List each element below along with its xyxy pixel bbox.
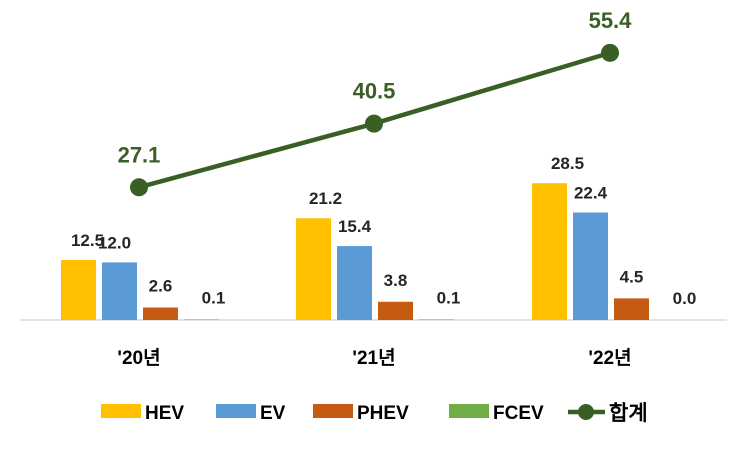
total-point-1 — [365, 115, 383, 133]
category-label-0: '20년 — [117, 347, 160, 369]
bars-group — [61, 183, 649, 320]
legend-label-phev: PHEV — [357, 403, 409, 424]
category-label-1: '21년 — [352, 347, 395, 369]
bar-label-fcev-1: 0.1 — [437, 289, 461, 308]
bar-label-hev-2: 28.5 — [551, 154, 584, 173]
legend-swatch-ev — [216, 404, 256, 418]
legend-label-ev: EV — [260, 403, 286, 424]
bar-label-fcev-2: 0.0 — [673, 289, 697, 308]
bar-ev-2 — [573, 212, 608, 320]
bar-label-hev-1: 21.2 — [309, 189, 342, 208]
total-label-0: 27.1 — [118, 142, 161, 167]
bar-ev-0 — [102, 262, 137, 320]
total-label-1: 40.5 — [353, 79, 396, 104]
legend: HEV EV PHEV FCEV 합계 — [101, 402, 648, 425]
bar-label-ev-2: 22.4 — [574, 183, 608, 202]
bar-label-phev-2: 4.5 — [620, 267, 644, 286]
bar-ev-1 — [337, 246, 372, 320]
legend-swatch-hev — [101, 404, 141, 418]
bar-label-phev-0: 2.6 — [149, 277, 173, 296]
bar-phev-0 — [143, 308, 178, 320]
bar-phev-2 — [614, 298, 649, 320]
bar-label-ev-1: 15.4 — [338, 217, 372, 236]
bar-hev-1 — [296, 218, 331, 320]
bar-hev-2 — [532, 183, 567, 320]
legend-swatch-phev — [313, 404, 353, 418]
legend-label-total: 합계 — [609, 402, 648, 425]
legend-label-fcev: FCEV — [493, 403, 544, 424]
bar-label-fcev-0: 0.1 — [202, 289, 226, 308]
bar-label-phev-1: 3.8 — [384, 271, 408, 290]
bar-hev-0 — [61, 260, 96, 320]
total-point-2 — [601, 44, 619, 62]
legend-swatch-fcev — [449, 404, 489, 418]
category-labels-group: '20년 '21년 '22년 — [117, 347, 631, 369]
legend-label-hev: HEV — [145, 403, 184, 424]
category-label-2: '22년 — [588, 347, 631, 369]
legend-marker-total — [578, 404, 594, 420]
bar-label-ev-0: 12.0 — [98, 233, 131, 252]
total-point-0 — [130, 178, 148, 196]
bar-phev-1 — [378, 302, 413, 320]
total-label-2: 55.4 — [589, 8, 633, 33]
